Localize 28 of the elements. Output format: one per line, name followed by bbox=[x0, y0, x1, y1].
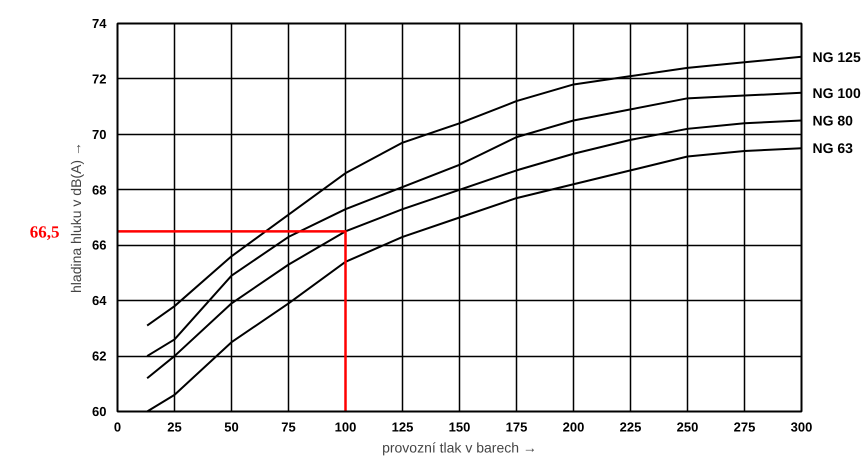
x-tick-label: 250 bbox=[676, 420, 698, 434]
x-tick-label: 0 bbox=[114, 420, 122, 434]
x-tick-label: 125 bbox=[392, 420, 414, 434]
text: 66,5 bbox=[30, 222, 60, 242]
series-label: NG 125 bbox=[812, 48, 861, 65]
x-tick-label: 200 bbox=[562, 420, 584, 434]
x-axis-title: provozní tlak v barech → bbox=[382, 440, 537, 456]
y-tick-label: 64 bbox=[92, 293, 108, 308]
y-tick-label: 62 bbox=[92, 348, 107, 364]
x-tick-label: 50 bbox=[224, 420, 239, 434]
y-tick-label: 74 bbox=[92, 16, 108, 31]
x-tick-label: 25 bbox=[167, 420, 182, 434]
y-tick-label: 68 bbox=[92, 182, 107, 198]
x-tick-label: 275 bbox=[734, 420, 756, 434]
x-tick-label: 225 bbox=[620, 420, 642, 434]
x-tick-label: 100 bbox=[334, 420, 356, 434]
series-label: NG 100 bbox=[812, 84, 861, 101]
y-tick-label: 72 bbox=[92, 71, 107, 86]
x-tick-label: 150 bbox=[448, 420, 470, 434]
series-label: NG 80 bbox=[812, 112, 854, 128]
y-tick-label: 66 bbox=[92, 238, 107, 253]
x-tick-label: 300 bbox=[790, 420, 812, 434]
y-axis-title: hladina hluku v dB(A) → bbox=[68, 142, 84, 293]
y-tick-label: 60 bbox=[92, 404, 107, 419]
y-tick-label: 70 bbox=[92, 126, 107, 142]
x-tick-label: 75 bbox=[281, 420, 296, 434]
x-tick-label: 175 bbox=[506, 420, 528, 434]
series-label: NG 63 bbox=[812, 140, 854, 156]
